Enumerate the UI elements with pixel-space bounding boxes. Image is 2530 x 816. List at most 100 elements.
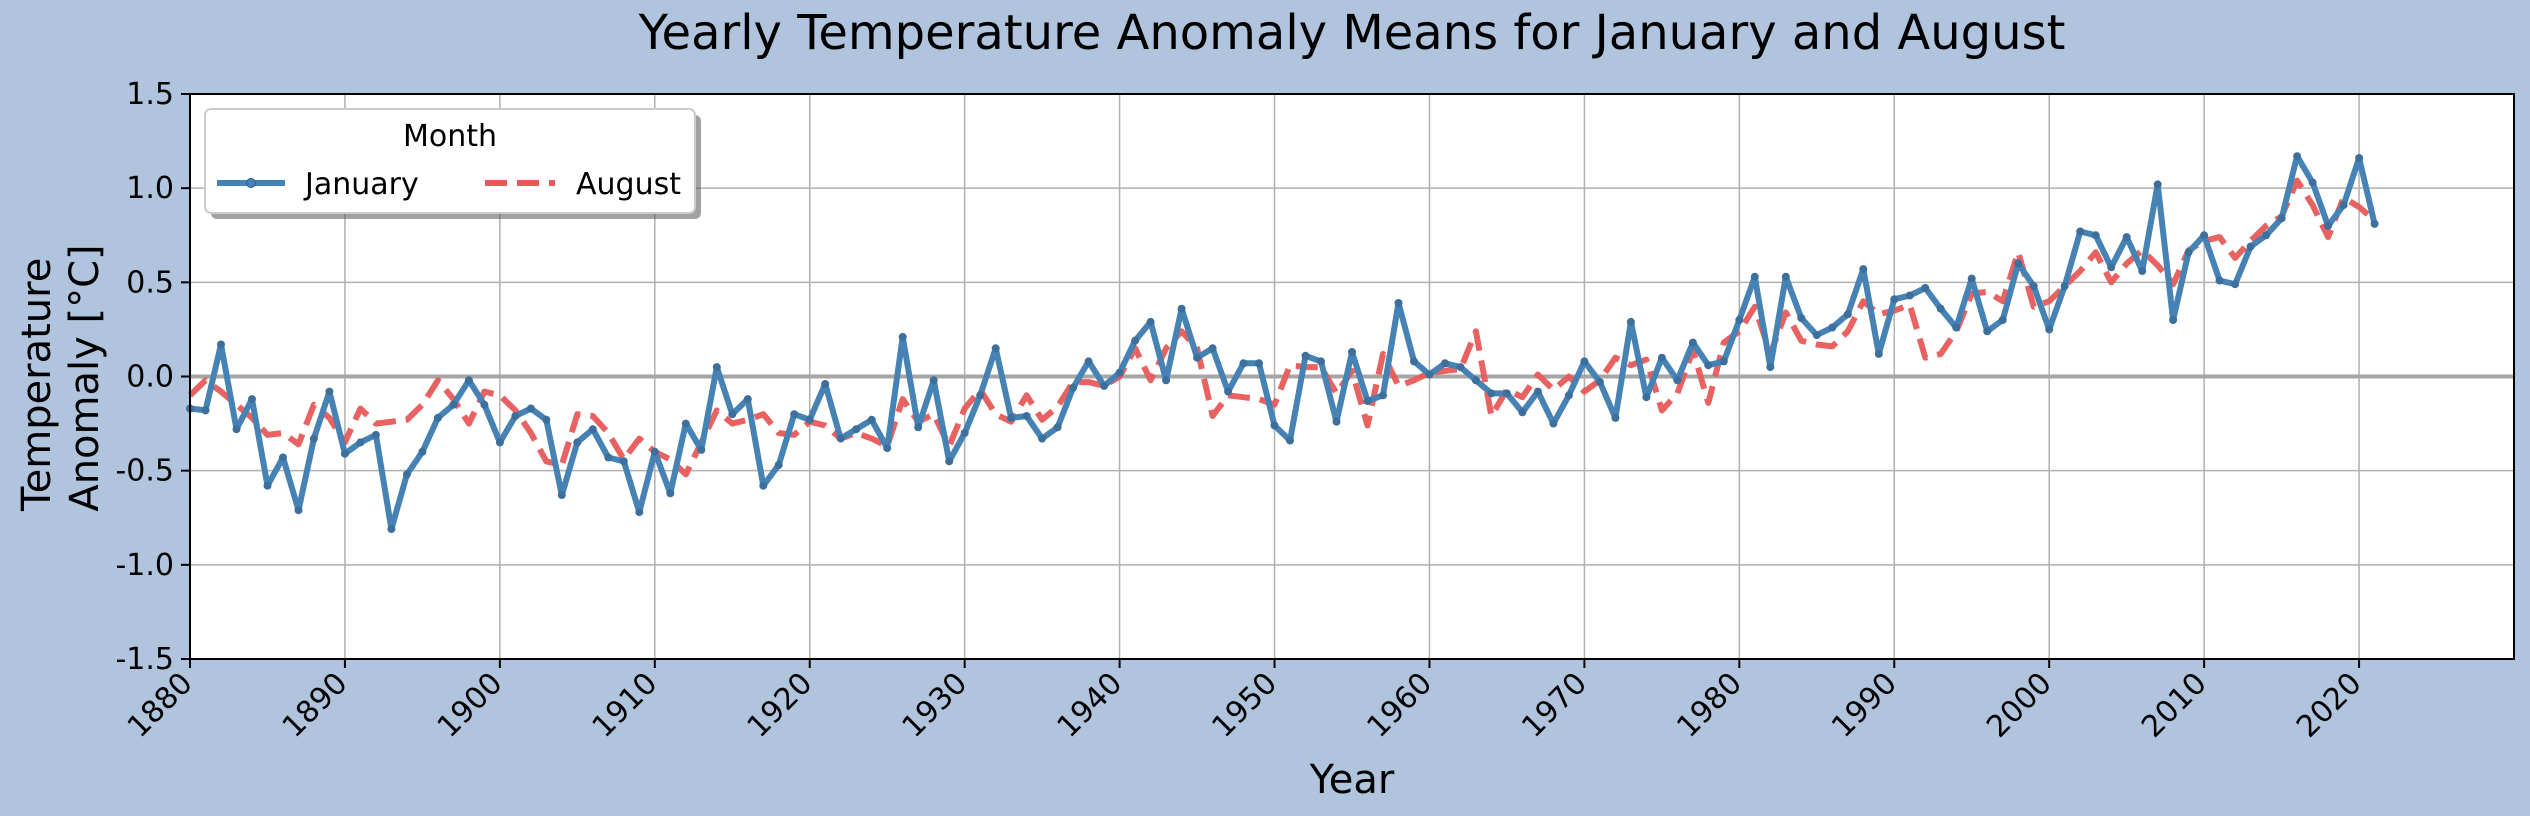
legend-january-label: January <box>303 167 419 202</box>
january-point <box>1084 357 1093 366</box>
january-point <box>294 506 303 515</box>
january-point <box>433 413 442 422</box>
january-point <box>1115 368 1124 377</box>
january-point <box>914 423 923 432</box>
january-point <box>790 410 799 419</box>
legend-january-marker <box>246 178 256 188</box>
january-point <box>1704 361 1713 370</box>
legend-box <box>204 108 696 214</box>
january-point <box>511 412 520 420</box>
january-point <box>805 415 814 424</box>
january-point <box>2184 248 2193 257</box>
series-line-january <box>189 153 2378 532</box>
january-point <box>1022 412 1031 420</box>
january-point <box>619 457 628 466</box>
january-point <box>976 391 985 400</box>
january-point <box>2122 233 2131 242</box>
january-point <box>1456 363 1465 372</box>
january-point <box>1007 413 1016 422</box>
january-point <box>1177 304 1186 313</box>
january-point <box>2262 231 2271 240</box>
january-point <box>2231 280 2240 289</box>
january-point <box>1255 359 1263 368</box>
january-point <box>1348 348 1356 356</box>
january-point <box>1812 331 1821 340</box>
january-point <box>1611 413 1620 422</box>
january-point <box>1549 419 1558 428</box>
january-point <box>2339 201 2348 210</box>
january-point <box>1952 323 1961 332</box>
january-point <box>2091 231 2100 240</box>
series-lines <box>186 152 2379 533</box>
january-point <box>821 380 830 388</box>
january-point <box>402 470 411 479</box>
january-point <box>666 489 675 498</box>
january-point <box>248 395 256 404</box>
january-point <box>1518 408 1527 417</box>
january-point <box>1998 316 2007 324</box>
january-point <box>2029 282 2038 291</box>
january-point <box>340 449 349 458</box>
y-axis-label: Temperature Anomaly [°C] <box>14 244 108 512</box>
january-point <box>232 425 241 434</box>
january-point <box>1471 376 1480 385</box>
january-point <box>1595 378 1604 387</box>
january-point <box>1394 299 1403 307</box>
january-point <box>2107 263 2116 272</box>
january-point <box>1131 336 1140 345</box>
january-point <box>1580 357 1589 366</box>
y-tick-label: -0.5 <box>115 454 174 489</box>
legend-title: Month <box>403 119 497 154</box>
january-point <box>1533 387 1542 396</box>
y-tick-label: -1.0 <box>115 548 174 583</box>
january-point <box>1487 389 1496 398</box>
january-point <box>743 395 752 404</box>
y-tick-label: 1.5 <box>126 77 174 112</box>
january-point <box>945 457 954 466</box>
january-point <box>1162 376 1171 385</box>
january-point <box>1626 317 1635 326</box>
january-point <box>1921 284 1930 292</box>
x-axis-label: Year <box>1309 757 1395 803</box>
january-point <box>1564 391 1573 400</box>
january-point <box>1719 357 1728 366</box>
january-point <box>1193 353 1202 362</box>
january-point <box>1069 383 1078 392</box>
january-point <box>2076 227 2085 236</box>
january-point <box>1441 359 1449 368</box>
january-point <box>2169 316 2178 324</box>
january-point <box>387 525 396 533</box>
january-point <box>1874 349 1883 358</box>
january-point <box>960 429 969 437</box>
january-point <box>1502 389 1511 398</box>
january-point <box>898 332 907 341</box>
january-point <box>1317 357 1325 366</box>
january-point <box>1843 310 1852 319</box>
january-point <box>542 415 551 424</box>
y-axis-label-line-2: Anomaly [°C] <box>62 244 108 511</box>
january-point <box>883 444 892 453</box>
january-point <box>1750 272 1759 281</box>
january-point <box>573 438 582 447</box>
january-point <box>2153 180 2162 189</box>
january-point <box>263 481 272 490</box>
january-point <box>2045 325 2054 334</box>
january-point <box>356 438 365 447</box>
january-point <box>201 406 210 415</box>
january-point <box>1766 363 1775 372</box>
january-point <box>588 425 597 434</box>
january-point <box>1983 327 1992 336</box>
january-point <box>759 481 768 490</box>
january-point <box>681 419 690 428</box>
legend-august-label: August <box>576 167 681 202</box>
january-point <box>1673 376 1682 385</box>
january-point <box>1781 272 1790 281</box>
january-point <box>1301 351 1310 360</box>
january-point <box>1224 387 1233 396</box>
january-point <box>1286 436 1294 445</box>
january-point <box>1053 423 1062 432</box>
y-tick-label: 0.0 <box>126 360 174 395</box>
january-point <box>1688 338 1697 347</box>
january-point <box>728 410 737 419</box>
